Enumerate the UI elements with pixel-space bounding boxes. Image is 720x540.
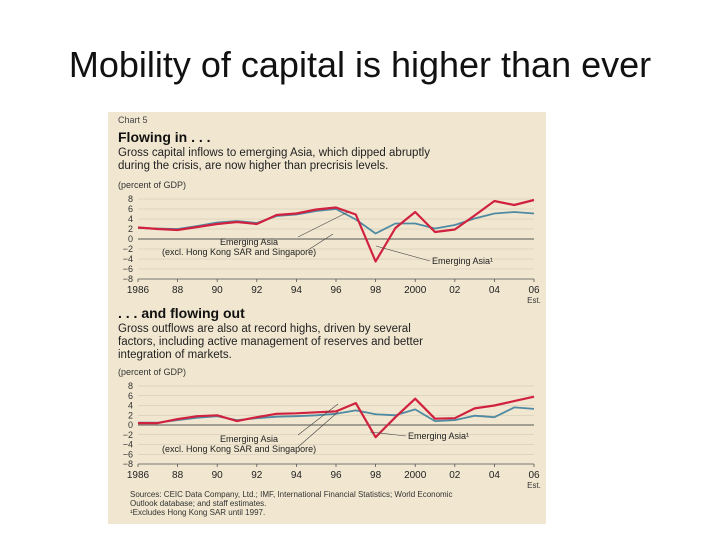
bottom-y-tick-label: −4 — [123, 440, 133, 450]
bottom-x-tick-label: 04 — [489, 470, 501, 481]
top-annotation-leader — [297, 211, 349, 238]
source-line-1: Sources: CEIC Data Company, Ltd.; IMF, I… — [130, 490, 453, 499]
bottom-chart-title: . . . and flowing out — [118, 305, 245, 321]
top-x-tick-label: 96 — [330, 285, 342, 296]
top-y-tick-label: −2 — [123, 244, 133, 254]
top-x-tick-label: 06 — [528, 285, 540, 296]
bottom-y-tick-label: −6 — [123, 449, 133, 459]
top-chart-subtitle-line-1: Gross capital inflows to emerging Asia, … — [118, 147, 430, 159]
top-x-tick-label: 1986 — [127, 285, 150, 296]
top-x-tick-label: 88 — [172, 285, 184, 296]
bottom-y-tick-label: 6 — [128, 391, 133, 401]
top-y-tick-label: −4 — [123, 254, 133, 264]
chart-panel: Chart 5 Flowing in . . . Gross capital i… — [108, 112, 546, 524]
chart-number-label: Chart 5 — [118, 115, 148, 125]
bottom-x-tick-label: 96 — [330, 470, 342, 481]
bottom-x-tick-label: 98 — [370, 470, 382, 481]
top-chart-unit-label: (percent of GDP) — [118, 180, 187, 190]
top-y-tick-label: 6 — [128, 204, 133, 214]
bottom-annotation-label: Emerging Asia¹ — [408, 431, 469, 441]
bottom-x-note-est: Est. — [527, 481, 541, 490]
bottom-x-tick-label: 94 — [291, 470, 303, 481]
bottom-annotation-label: Emerging Asia — [220, 434, 278, 444]
bottom-y-tick-label: −8 — [123, 459, 133, 469]
bottom-x-tick-label: 1986 — [127, 470, 150, 481]
top-series-emerging-asia-excl-line — [137, 208, 535, 235]
top-x-tick-label: 94 — [291, 285, 303, 296]
bottom-annotation-leader — [369, 431, 407, 437]
top-annotation-label: Emerging Asia¹ — [432, 256, 493, 266]
bottom-chart-subtitle-line-1: Gross outflows are also at record highs,… — [118, 323, 411, 335]
top-chart-subtitle-line-2: during the crisis, are now higher than p… — [118, 160, 389, 172]
bottom-x-tick-label: 92 — [251, 470, 263, 481]
top-annotation-label: (excl. Hong Kong SAR and Singapore) — [162, 247, 316, 257]
top-x-tick-label: 98 — [370, 285, 382, 296]
top-y-tick-label: −6 — [123, 264, 133, 274]
bottom-chart-unit-label: (percent of GDP) — [118, 367, 187, 377]
bottom-annotation-leader — [297, 411, 339, 448]
bottom-annotation-label: (excl. Hong Kong SAR and Singapore) — [162, 444, 316, 454]
bottom-annotation-leader — [297, 403, 339, 436]
top-series-emerging-asia-line — [137, 198, 535, 263]
top-y-tick-label: 0 — [128, 234, 133, 244]
bottom-x-tick-label: 06 — [528, 470, 540, 481]
top-y-tick-label: −8 — [123, 274, 133, 284]
top-x-tick-label: 92 — [251, 285, 263, 296]
top-annotation-leader — [307, 233, 334, 251]
source-line-2: Outlook database; and staff estimates. — [130, 499, 267, 508]
bottom-y-tick-label: 8 — [128, 381, 133, 391]
bottom-x-tick-label: 02 — [449, 470, 461, 481]
source-line-3: ¹Excludes Hong Kong SAR until 1997. — [130, 508, 266, 517]
top-x-tick-label: 04 — [489, 285, 501, 296]
bottom-series-emerging-asia-line — [138, 395, 535, 439]
top-y-tick-label: 2 — [128, 224, 133, 234]
top-annotation-leader — [375, 245, 431, 262]
top-x-tick-label: 90 — [212, 285, 224, 296]
bottom-chart-subtitle-line-2: factors, including active management of … — [118, 336, 423, 348]
top-annotation-label: Emerging Asia — [220, 237, 278, 247]
top-chart-title: Flowing in . . . — [118, 129, 211, 145]
top-y-tick-label: 4 — [128, 214, 133, 224]
top-y-tick-label: 8 — [128, 194, 133, 204]
bottom-x-tick-label: 90 — [212, 470, 224, 481]
bottom-x-tick-label: 2000 — [404, 470, 427, 481]
bottom-y-tick-label: −2 — [123, 430, 133, 440]
slide-title: Mobility of capital is higher than ever — [68, 44, 652, 85]
bottom-x-tick-label: 88 — [172, 470, 184, 481]
top-x-note-est: Est. — [527, 296, 541, 305]
bottom-chart-subtitle-line-3: integration of markets. — [118, 349, 232, 361]
bottom-y-tick-label: 0 — [128, 420, 133, 430]
top-x-tick-label: 2000 — [404, 285, 427, 296]
top-x-tick-label: 02 — [449, 285, 461, 296]
bottom-y-tick-label: 2 — [128, 410, 133, 420]
bottom-y-tick-label: 4 — [128, 401, 133, 411]
